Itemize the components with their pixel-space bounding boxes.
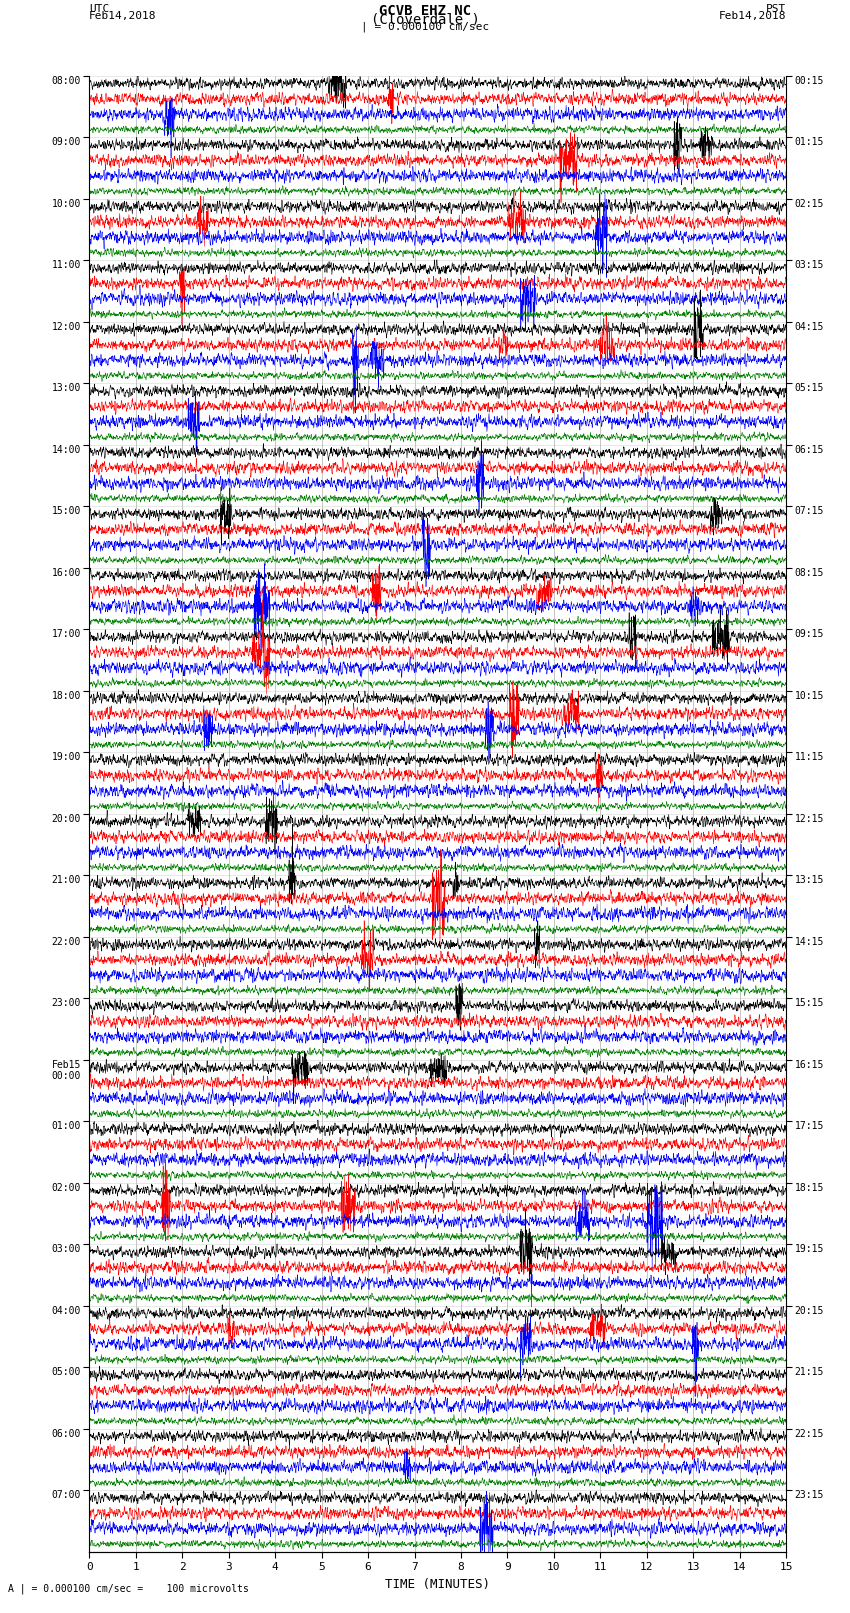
Text: Feb14,2018: Feb14,2018 (719, 11, 786, 21)
Text: GCVB EHZ NC: GCVB EHZ NC (379, 5, 471, 18)
Text: | = 0.000100 cm/sec: | = 0.000100 cm/sec (361, 23, 489, 32)
Text: A | = 0.000100 cm/sec =    100 microvolts: A | = 0.000100 cm/sec = 100 microvolts (8, 1582, 249, 1594)
Text: (Cloverdale ): (Cloverdale ) (371, 13, 479, 27)
Text: UTC: UTC (89, 5, 110, 15)
Text: PST: PST (766, 5, 786, 15)
Text: Feb14,2018: Feb14,2018 (89, 11, 156, 21)
X-axis label: TIME (MINUTES): TIME (MINUTES) (385, 1578, 490, 1590)
